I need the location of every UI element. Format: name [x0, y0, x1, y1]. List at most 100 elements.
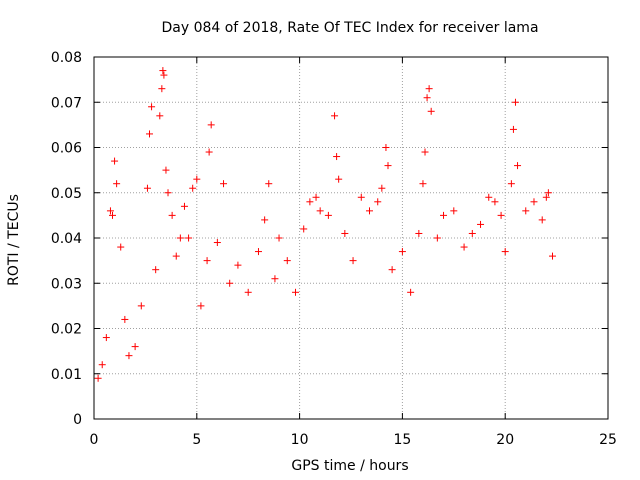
data-point-62	[398, 248, 406, 256]
data-point-85	[530, 198, 538, 206]
data-point-31	[205, 148, 213, 156]
data-point-79	[501, 248, 509, 256]
data-point-65	[419, 180, 427, 188]
x-tick-label-3: 15	[393, 432, 411, 448]
data-point-23	[172, 252, 180, 260]
data-point-41	[271, 275, 279, 283]
data-point-24	[176, 234, 184, 242]
data-point-55	[357, 193, 365, 201]
data-point-47	[312, 193, 320, 201]
data-point-70	[433, 234, 441, 242]
data-point-1	[98, 361, 106, 369]
data-point-87	[542, 193, 550, 201]
data-point-0	[94, 374, 102, 382]
tick-labels: 0 5 10 15 20 25 0 0.01 0.02 0.03 0.04 0.05 0.06 0.07 0…	[51, 50, 617, 448]
data-point-80	[507, 180, 515, 188]
data-point-35	[226, 279, 234, 287]
y-tick-label-3: 0.03	[51, 276, 82, 292]
data-point-82	[511, 98, 519, 106]
x-tick-label-4: 20	[496, 432, 514, 448]
y-tick-label-2: 0.02	[51, 322, 82, 338]
data-point-60	[384, 162, 392, 170]
data-point-8	[121, 315, 129, 323]
x-tick-label-1: 5	[192, 432, 201, 448]
data-point-54	[349, 257, 357, 265]
data-point-32	[207, 121, 215, 129]
plot-frame	[93, 56, 609, 420]
data-point-57	[374, 198, 382, 206]
data-point-67	[423, 94, 431, 102]
y-tick-label-6: 0.06	[51, 141, 82, 157]
data-point-29	[197, 302, 205, 310]
data-point-7	[117, 243, 125, 251]
data-point-11	[137, 302, 145, 310]
data-point-63	[407, 288, 415, 296]
data-point-48	[316, 207, 324, 215]
data-point-4	[109, 211, 117, 219]
data-point-12	[143, 184, 151, 192]
data-point-73	[460, 243, 468, 251]
data-point-56	[366, 207, 374, 215]
axis-ticks	[93, 56, 609, 420]
data-point-15	[152, 266, 160, 274]
data-point-66	[421, 148, 429, 156]
data-point-86	[538, 216, 546, 224]
data-point-51	[333, 153, 341, 161]
data-point-18	[159, 67, 167, 75]
y-tick-label-0: 0	[73, 412, 82, 428]
data-point-43	[283, 257, 291, 265]
data-point-25	[180, 202, 188, 210]
data-point-28	[193, 175, 201, 183]
data-point-61	[388, 266, 396, 274]
data-point-30	[203, 257, 211, 265]
data-point-21	[164, 189, 172, 197]
data-point-84	[522, 207, 530, 215]
data-point-74	[468, 229, 476, 237]
data-point-13	[146, 130, 154, 138]
data-point-9	[125, 352, 133, 360]
data-point-42	[275, 234, 283, 242]
x-tick-label-5: 25	[599, 432, 617, 448]
data-point-58	[378, 184, 386, 192]
data-point-68	[425, 85, 433, 93]
data-point-17	[158, 85, 166, 93]
data-point-77	[491, 198, 499, 206]
data-point-88	[544, 189, 552, 197]
grid-lines	[94, 57, 608, 419]
x-axis-title: GPS time / hours	[291, 458, 408, 474]
data-point-14	[148, 103, 156, 111]
data-point-37	[244, 288, 252, 296]
data-point-69	[427, 107, 435, 115]
data-points	[94, 67, 556, 382]
y-tick-label-4: 0.04	[51, 231, 82, 247]
data-point-71	[440, 211, 448, 219]
data-point-6	[113, 180, 121, 188]
data-point-19	[160, 71, 168, 79]
data-point-81	[509, 125, 517, 133]
data-point-10	[131, 343, 139, 351]
data-point-50	[331, 112, 339, 120]
data-point-22	[168, 211, 176, 219]
y-axis-title: ROTI / TECUs	[6, 194, 22, 286]
data-point-39	[261, 216, 269, 224]
data-point-89	[548, 252, 556, 260]
data-point-34	[220, 180, 228, 188]
data-point-83	[514, 162, 522, 170]
data-point-72	[450, 207, 458, 215]
y-tick-label-5: 0.05	[51, 186, 82, 202]
data-point-78	[497, 211, 505, 219]
data-point-33	[213, 239, 221, 247]
y-tick-label-7: 0.07	[51, 95, 82, 111]
data-point-49	[324, 211, 332, 219]
data-point-75	[477, 220, 485, 228]
x-tick-label-0: 0	[90, 432, 99, 448]
data-point-2	[102, 334, 110, 342]
data-point-46	[306, 198, 314, 206]
data-point-44	[291, 288, 299, 296]
chart-title: Day 084 of 2018, Rate Of TEC Index for r…	[161, 20, 538, 36]
data-point-40	[265, 180, 273, 188]
data-point-36	[234, 261, 242, 269]
data-point-45	[300, 225, 308, 233]
data-point-59	[382, 144, 390, 151]
